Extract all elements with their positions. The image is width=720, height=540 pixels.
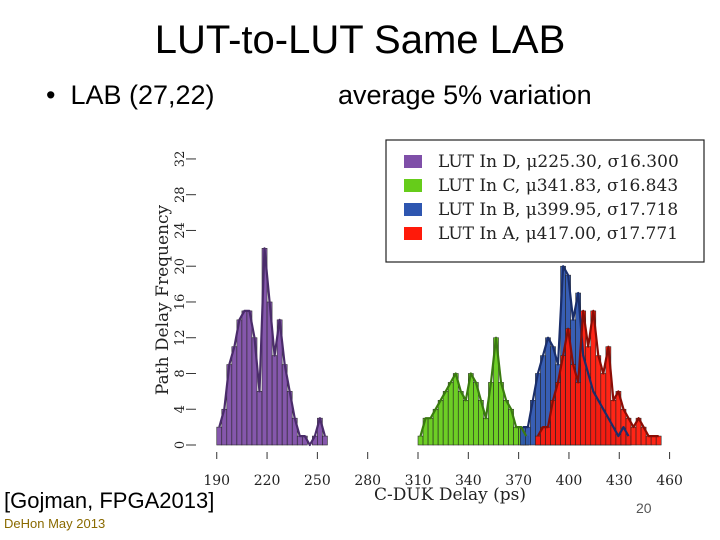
x-tick-label: 370	[505, 473, 532, 489]
page-number: 20	[636, 500, 652, 516]
bar-lut-in-a	[585, 346, 592, 446]
x-tick-label: 220	[254, 473, 281, 489]
bar-lut-in-d	[216, 426, 223, 446]
bar-lut-in-d	[271, 355, 278, 446]
y-tick-label: 20	[173, 258, 188, 275]
legend-label: LUT In C, μ341.83, σ16.843	[438, 176, 678, 196]
x-axis-label: C-DUK Delay (ps)	[374, 485, 526, 505]
bar-lut-in-c	[427, 417, 434, 446]
citation: [Gojman, FPGA2013]	[4, 488, 215, 513]
bar-lut-in-c	[452, 373, 459, 446]
bar-lut-in-d	[246, 310, 253, 446]
slide-title: LUT-to-LUT Same LAB	[154, 18, 566, 62]
bar-lut-in-c	[447, 382, 454, 446]
density-lines	[218, 247, 659, 447]
bar-lut-in-d	[231, 346, 238, 446]
legend-label: LUT In D, μ225.30, σ16.300	[438, 152, 679, 172]
bar-lut-in-c	[503, 400, 509, 446]
x-tick-label: 280	[354, 473, 381, 489]
x-tick-label: 310	[405, 473, 432, 489]
legend-swatch	[404, 203, 422, 216]
x-tick-label: 250	[304, 473, 331, 489]
footer-author: DeHon May 2013	[4, 516, 106, 531]
y-tick-label: 28	[173, 186, 188, 203]
bullet-lab: • LAB (27,22)	[46, 80, 215, 111]
density-line-lut-in-d	[218, 247, 326, 447]
bar-lut-in-c	[442, 391, 449, 446]
y-tick-label: 8	[173, 369, 188, 377]
x-tick-label: 430	[606, 473, 633, 489]
x-tick-label: 460	[656, 473, 683, 489]
bar-lut-in-c	[437, 400, 444, 446]
legend-swatch	[404, 155, 422, 168]
x-tick-label: 400	[556, 473, 583, 489]
legend-label: LUT In A, μ417.00, σ17.771	[438, 224, 678, 244]
bar-lut-in-a	[570, 364, 576, 446]
density-line-lut-in-c	[419, 336, 528, 437]
axes: 190 220 250 280 310 340 370 400 430 460 0 4 8 12 16 20 2…	[173, 151, 683, 489]
y-tick-label: 0	[173, 441, 188, 449]
y-tick-label: 4	[173, 405, 188, 413]
bullet-marker: •	[46, 80, 56, 110]
bar-lut-in-a	[535, 435, 541, 446]
bar-lut-in-d	[236, 319, 243, 446]
y-tick-label: 32	[173, 151, 188, 168]
bar-lut-in-c	[457, 391, 464, 446]
x-tick-label: 340	[455, 473, 482, 489]
y-tick-label: 12	[173, 329, 188, 346]
bar-lut-in-d	[241, 310, 248, 446]
legend-box	[385, 139, 705, 263]
legend-swatch	[404, 179, 422, 192]
bar-lut-in-c	[462, 400, 469, 446]
density-line-lut-in-b	[522, 265, 630, 438]
bar-lut-in-a	[655, 435, 662, 446]
bar-lut-in-c	[417, 435, 424, 446]
bullet-text: LAB (27,22)	[70, 80, 215, 110]
bar-lut-in-c	[513, 426, 519, 446]
y-tick-label: 16	[173, 294, 188, 311]
density-line-lut-in-a	[536, 309, 659, 438]
legend-label: LUT In B, μ399.95, σ17.718	[438, 200, 678, 220]
bar-lut-in-d	[296, 435, 303, 446]
bar-lut-in-a	[545, 426, 551, 446]
y-axis-label: Path Delay Frequency	[153, 205, 173, 396]
bar-lut-in-a	[645, 435, 652, 446]
bar-lut-in-a	[575, 382, 581, 446]
bar-lut-in-a	[630, 426, 637, 446]
variation-note: average 5% variation	[338, 80, 592, 110]
legend: LUT In D, μ225.30, σ16.300 LUT In C, μ341…	[385, 139, 705, 263]
bar-lut-in-d	[256, 391, 263, 446]
y-tick-label: 24	[173, 222, 188, 239]
legend-swatch	[404, 227, 422, 240]
bar-lut-in-a	[650, 435, 657, 446]
bar-lut-in-c	[483, 417, 489, 446]
x-tick-label: 190	[203, 473, 230, 489]
bar-lut-in-d	[322, 435, 328, 446]
